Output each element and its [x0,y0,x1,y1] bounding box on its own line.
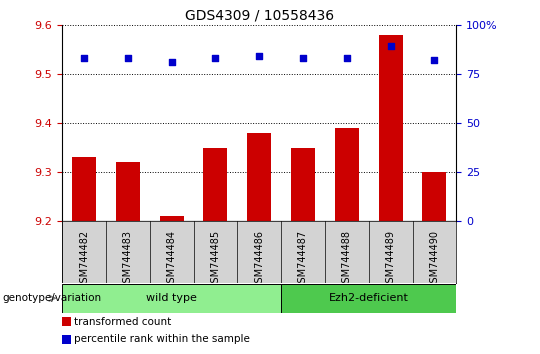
Text: genotype/variation: genotype/variation [3,293,102,303]
Bar [291,148,315,221]
Text: Ezh2-deficient: Ezh2-deficient [329,293,409,303]
Bar [422,172,447,221]
Point [255,53,264,59]
Text: wild type: wild type [146,293,197,303]
Bar [379,35,403,221]
Bar [281,284,456,313]
Bar [159,216,184,221]
Bar [116,162,140,221]
Point [124,55,132,61]
Bar [62,317,71,326]
Title: GDS4309 / 10558436: GDS4309 / 10558436 [185,8,334,22]
Point [299,55,307,61]
Point [167,59,176,65]
Bar [247,133,271,221]
Point [430,57,438,63]
Text: percentile rank within the sample: percentile rank within the sample [74,335,250,344]
Bar [72,158,96,221]
Text: transformed count: transformed count [74,317,171,327]
Point [386,44,395,49]
Point [211,55,220,61]
Bar [62,284,281,313]
Bar [62,335,71,344]
Bar [204,148,227,221]
Point [342,55,351,61]
Bar [335,128,359,221]
Point [80,55,89,61]
